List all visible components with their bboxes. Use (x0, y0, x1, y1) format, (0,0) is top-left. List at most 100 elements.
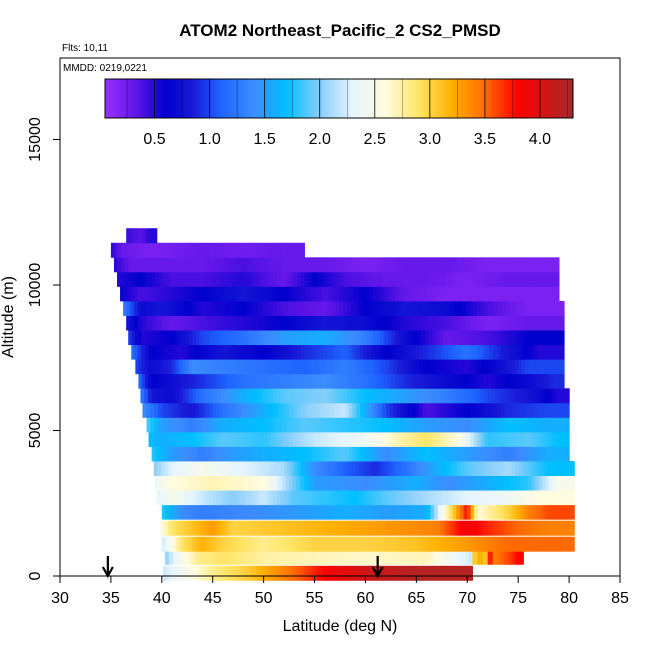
heatmap-cell (256, 490, 261, 506)
heatmap-cell (185, 417, 190, 433)
heatmap-cell (367, 504, 372, 520)
heatmap-cell (483, 475, 489, 491)
heatmap-cell (310, 536, 316, 552)
heatmap-cell (428, 257, 433, 273)
heatmap-cell (175, 344, 180, 360)
heatmap-cell (463, 431, 468, 447)
heatmap-cell (262, 520, 267, 536)
heatmap-cell (234, 359, 239, 375)
heatmap-cell (417, 373, 422, 389)
heatmap-cell (110, 242, 115, 258)
heatmap-cell (280, 373, 285, 389)
heatmap-cell (419, 402, 424, 418)
heatmap-cell (307, 271, 312, 287)
heatmap-cell (276, 257, 281, 273)
heatmap-cell (272, 373, 278, 389)
heatmap-cell (325, 549, 330, 565)
heatmap-cell (437, 549, 442, 565)
heatmap-cell (155, 315, 160, 331)
heatmap-cell (537, 402, 542, 418)
heatmap-cell (287, 565, 292, 581)
heatmap-cell (352, 344, 357, 360)
heatmap-cell (560, 315, 565, 331)
heatmap-cell (380, 300, 385, 316)
colorbar-tick-label: 2.0 (309, 131, 331, 148)
heatmap-cell (222, 446, 227, 462)
heatmap-cell (265, 388, 270, 404)
heatmap-cell (148, 257, 153, 273)
heatmap-cell (328, 315, 333, 331)
heatmap-cell (422, 490, 428, 506)
heatmap-cell (166, 565, 171, 581)
heatmap-cell (448, 490, 454, 506)
heatmap-cell (195, 431, 200, 447)
heatmap-cell (524, 330, 529, 346)
heatmap-cell (426, 431, 431, 447)
heatmap-cell (209, 520, 214, 536)
heatmap-cell (332, 549, 337, 565)
heatmap-cell (365, 490, 370, 506)
heatmap-cell (500, 536, 505, 552)
heatmap-cell (216, 359, 221, 375)
heatmap-cell (224, 388, 230, 404)
heatmap-cell (135, 359, 140, 375)
heatmap-cell (365, 461, 370, 476)
heatmap-cell (161, 461, 166, 476)
heatmap-cell (369, 373, 374, 389)
heatmap-cell (216, 417, 221, 433)
heatmap-cell (496, 536, 502, 552)
heatmap-cell (180, 257, 185, 273)
heatmap-cell (263, 565, 268, 581)
heatmap-cell (324, 271, 329, 287)
heatmap-cell (226, 431, 231, 447)
heatmap-cell (263, 402, 268, 418)
heatmap-cell (296, 417, 302, 433)
heatmap-cell (396, 431, 400, 447)
heatmap-cell (232, 388, 237, 404)
heatmap-cell (448, 504, 454, 520)
heatmap-cell (308, 446, 313, 462)
heatmap-cell (158, 388, 163, 404)
heatmap-cell (331, 520, 336, 536)
heatmap-cell (511, 504, 516, 520)
heatmap-cell (549, 330, 554, 346)
heatmap-cell (430, 271, 435, 287)
heatmap-cell (454, 330, 459, 346)
heatmap-cell (195, 257, 200, 273)
heatmap-cell (246, 565, 251, 581)
heatmap-cell (280, 388, 285, 404)
heatmap-cell (489, 490, 494, 506)
heatmap-cell (250, 461, 255, 476)
heatmap-cell (222, 359, 228, 375)
heatmap-cell (246, 257, 252, 273)
heatmap-cell (224, 271, 230, 287)
heatmap-cell (241, 417, 246, 433)
heatmap-cell (517, 373, 522, 389)
heatmap-cell (396, 504, 402, 520)
heatmap-cell (315, 344, 320, 360)
heatmap-cell (250, 490, 255, 506)
colorbar-tick-label: 1.0 (198, 131, 220, 148)
heatmap-cell (352, 271, 357, 287)
heatmap-cell (195, 504, 200, 520)
heatmap-cell (144, 242, 149, 258)
heatmap-cell (346, 286, 352, 302)
heatmap-cell (498, 286, 504, 302)
heatmap-cell (213, 300, 218, 316)
heatmap-cell (306, 257, 311, 273)
heatmap-cell (385, 431, 390, 447)
heatmap-cell (332, 475, 337, 491)
heatmap-cell (265, 520, 271, 536)
y-tick-label: 10000 (27, 263, 44, 308)
heatmap-cell (541, 402, 546, 418)
heatmap-cell (204, 344, 209, 360)
heatmap-cell (217, 330, 222, 346)
heatmap-cell (528, 344, 533, 360)
heatmap-cell (535, 536, 540, 552)
heatmap-cell (482, 549, 489, 565)
heatmap-cell (158, 359, 163, 375)
heatmap-cell (430, 536, 436, 552)
heatmap-cell (345, 520, 351, 536)
heatmap-cell (293, 417, 298, 433)
heatmap-cell (334, 520, 340, 536)
